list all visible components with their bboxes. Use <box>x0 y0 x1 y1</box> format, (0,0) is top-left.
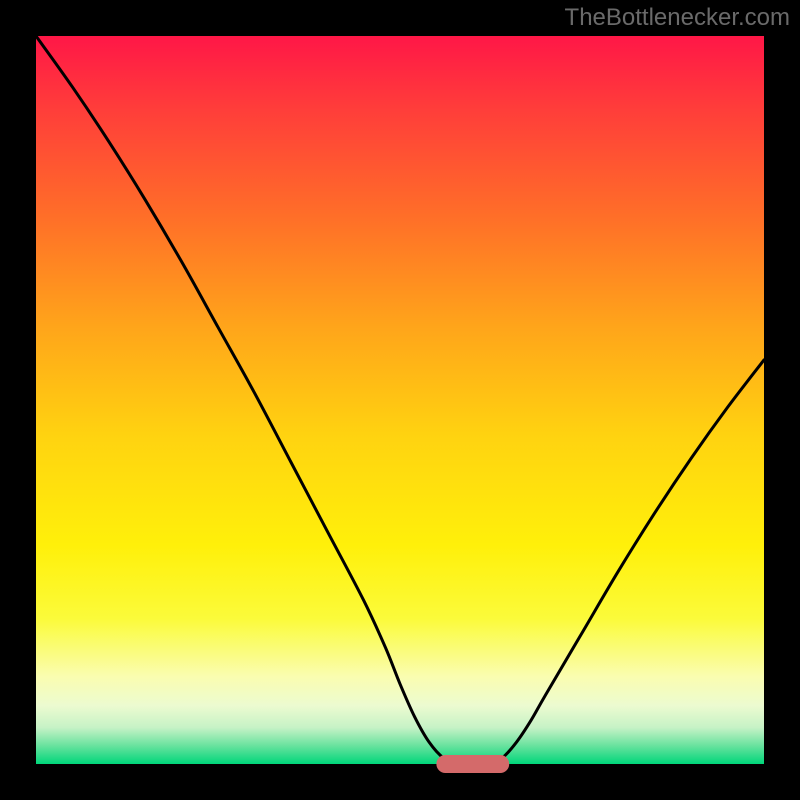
chart-background <box>36 36 764 764</box>
chart-stage: TheBottlenecker.com <box>0 0 800 800</box>
bottleneck-chart <box>0 0 800 800</box>
watermark-text: TheBottlenecker.com <box>565 4 790 32</box>
optimal-marker <box>436 755 509 773</box>
